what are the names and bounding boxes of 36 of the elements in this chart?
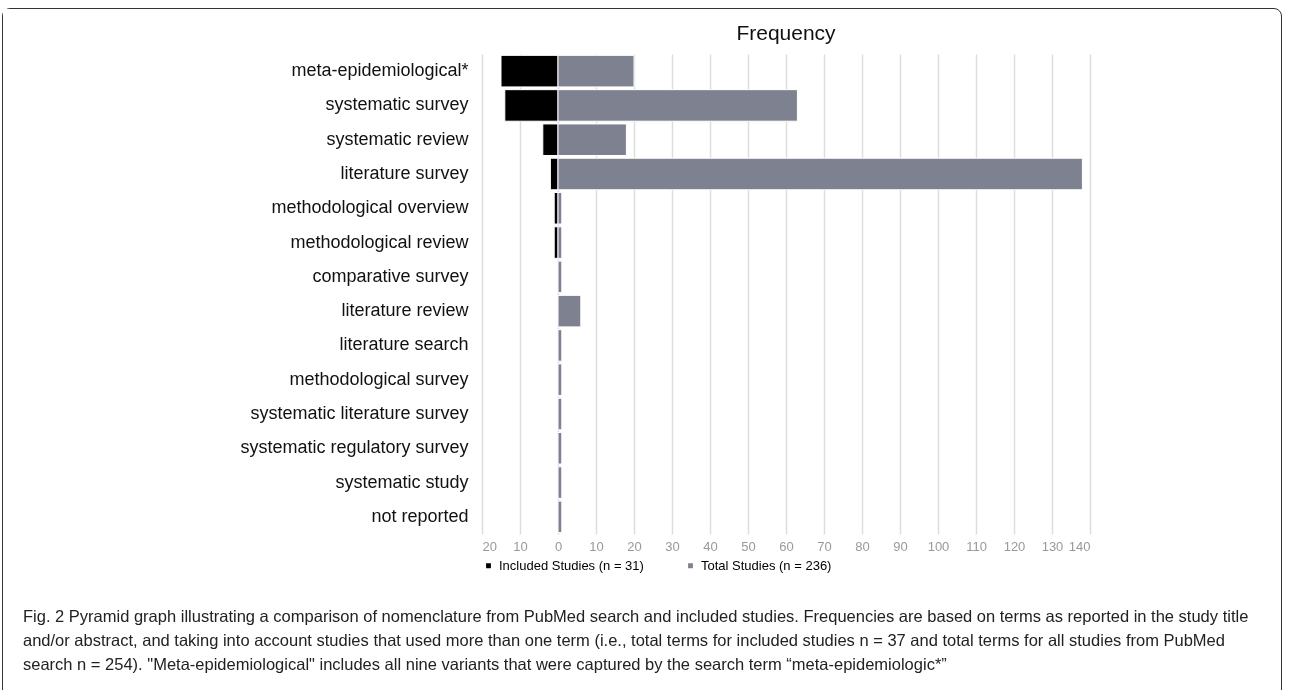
- x-tick-label: 110: [966, 538, 987, 554]
- y-tick-label: methodological review: [290, 231, 470, 252]
- y-tick-label: systematic regulatory survey: [240, 437, 469, 458]
- y-tick-label: methodological survey: [289, 368, 469, 389]
- x-tick-label: 10: [513, 538, 528, 554]
- x-tick-label: 120: [1003, 538, 1026, 554]
- legend-label: Included Studies (n = 31): [499, 557, 644, 573]
- x-tick-label: 40: [703, 538, 718, 554]
- legend-label: Total Studies (n = 236): [701, 557, 832, 573]
- chart-title: Frequency: [736, 21, 837, 44]
- y-tick-label: literature survey: [340, 163, 469, 183]
- x-tick-label: 20: [627, 538, 642, 554]
- y-tick-label: systematic study: [335, 471, 469, 492]
- y-tick-label: systematic review: [326, 128, 470, 149]
- x-tick-label: 140: [1068, 538, 1091, 554]
- y-tick-label: literature search: [339, 334, 469, 355]
- x-tick-label: 10: [589, 538, 604, 554]
- x-tick-label: 70: [817, 538, 832, 554]
- y-tick-label: systematic survey: [325, 94, 469, 115]
- x-tick-label: 90: [893, 538, 908, 554]
- caption: Fig. 2 Pyramid graph illustrating a comparison of nomenclature from PubMed search and included studies. Frequencies are based on terms as reported in the study title and/or abstract, and taking into account studies that used more than one term (i.e., total terms for included studies n = 37 and total terms for all studies from PubMed search n = 254). "Meta-epidemiological" includes all nine variants that were captured by the search term “meta-epidemiologic*”: [23, 606, 1250, 675]
- x-tick-label: 0: [554, 538, 563, 554]
- y-tick-label: literature review: [341, 300, 470, 321]
- y-tick-label: not reported: [371, 505, 469, 526]
- y-tick-label: methodological overview: [271, 197, 470, 218]
- x-tick-label: 80: [855, 538, 870, 554]
- x-tick-label: 130: [1041, 538, 1064, 554]
- x-tick-label: 50: [741, 538, 756, 554]
- y-tick-label: meta-epidemiological*: [291, 60, 469, 81]
- y-tick-label: systematic literature survey: [250, 403, 469, 423]
- x-tick-label: 100: [927, 538, 950, 554]
- bar: [557, 397, 563, 431]
- x-tick-label: 60: [779, 538, 794, 554]
- y-tick-label: comparative survey: [312, 265, 469, 286]
- x-tick-label: 30: [665, 538, 680, 554]
- x-tick-label: 20: [482, 538, 497, 554]
